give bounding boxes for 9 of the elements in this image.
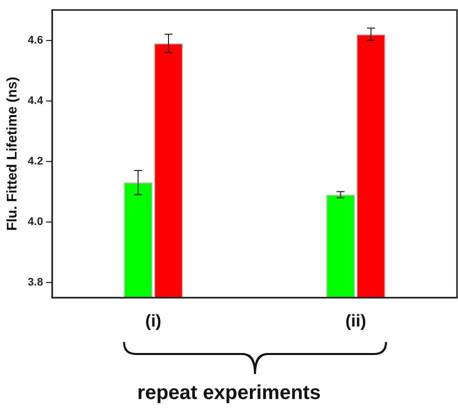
y-tick-label: 3.8: [28, 276, 44, 288]
y-tick-label: 4.2: [28, 155, 44, 168]
x-tick-label: (i): [145, 311, 162, 330]
x-tick-label: (ii): [345, 311, 366, 330]
y-tick-label: 4.6: [28, 34, 44, 46]
x-axis-title: repeat experiments: [136, 382, 322, 405]
y-tick-label: 4.0: [28, 216, 44, 228]
y-tick-label: 4.4: [28, 94, 44, 107]
y-axis-title: Flu. Fitted Lifetime (ns): [3, 76, 20, 231]
